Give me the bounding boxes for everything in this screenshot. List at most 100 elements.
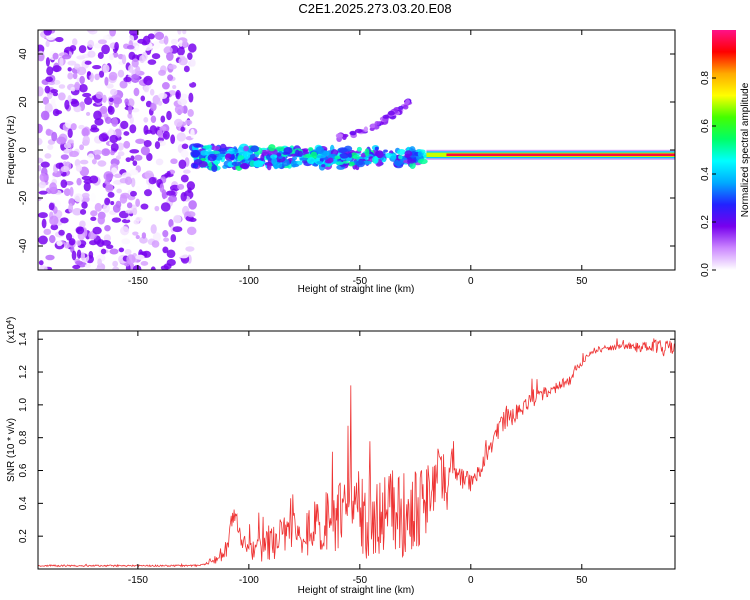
noise-speck <box>94 202 103 212</box>
spectrogram-y-tick-label: 0 <box>18 147 29 153</box>
noise-speck <box>177 183 185 190</box>
noise-speck <box>123 76 132 83</box>
noise-speck <box>135 45 140 51</box>
noise-speck <box>135 185 141 193</box>
noise-speck <box>185 241 194 246</box>
noisy-tone-blob <box>291 156 297 161</box>
noise-speck <box>56 136 67 145</box>
chirp-blob <box>374 120 380 126</box>
noise-speck <box>186 226 197 236</box>
noisy-tone-blob <box>397 148 406 155</box>
noise-speck <box>63 142 72 149</box>
noisy-tone-blob <box>355 160 366 168</box>
noise-speck <box>185 74 194 84</box>
noise-speck <box>97 215 105 225</box>
noise-speck <box>182 38 188 48</box>
noise-speck <box>75 164 83 172</box>
noise-speck <box>38 165 42 172</box>
spectrogram-x-tick-label: -50 <box>353 276 368 287</box>
chirp-blob <box>382 114 390 119</box>
snr-x-tick-label: 50 <box>576 575 588 586</box>
noise-speck <box>151 240 160 248</box>
noise-speck <box>109 134 119 144</box>
noise-speck <box>106 83 114 89</box>
noise-speck <box>187 43 197 53</box>
noise-speck <box>115 155 121 160</box>
noisy-tone-blob <box>195 144 204 148</box>
noise-speck <box>69 44 77 52</box>
noise-speck <box>180 192 187 202</box>
noise-speck <box>114 41 119 51</box>
noisy-tone-blob <box>276 152 282 157</box>
snr-x-ticks: -150 -100 -50 0 50 <box>128 331 588 586</box>
noisy-tone-blob <box>302 159 308 164</box>
noise-speck <box>82 92 92 98</box>
noise-speck <box>63 242 71 249</box>
noise-speck <box>143 75 153 86</box>
noise-speck <box>97 160 107 167</box>
noise-speck <box>43 228 52 235</box>
noisy-tone-blob <box>337 147 348 154</box>
noise-speck <box>135 198 141 208</box>
noise-speck <box>113 173 122 178</box>
noise-speck <box>81 175 92 181</box>
noisy-tone-blob <box>360 152 367 158</box>
snr-y-tick-label: 1.2 <box>18 365 29 379</box>
noise-speck <box>38 86 44 97</box>
noise-speck <box>79 220 86 228</box>
noise-speck <box>93 43 102 49</box>
noise-speck <box>159 126 167 131</box>
chirp-blob <box>387 110 395 116</box>
noise-speck <box>161 81 170 90</box>
chirp-blob <box>363 126 369 133</box>
snr-x-tick-label: 0 <box>468 575 474 586</box>
noise-speck <box>69 150 80 158</box>
noise-speck <box>60 154 69 160</box>
noise-speck <box>79 209 87 215</box>
noise-speck <box>65 119 73 129</box>
noisy-tone-blob <box>316 160 323 165</box>
noise-speck <box>55 37 64 43</box>
noise-speck <box>163 237 170 242</box>
noise-speck <box>52 65 62 73</box>
noise-speck <box>90 210 98 217</box>
noise-speck <box>126 45 135 50</box>
noisy-tone-blob <box>266 162 272 171</box>
noise-speck <box>38 181 47 189</box>
noise-speck <box>168 64 177 70</box>
noise-speck <box>67 139 74 144</box>
snr-series-line <box>38 338 675 568</box>
noise-speck <box>175 89 181 100</box>
snr-x-label: Height of straight line (km) <box>298 585 415 596</box>
noise-speck <box>76 177 82 186</box>
noise-speck <box>94 73 100 81</box>
noisy-tone-blob <box>398 154 403 160</box>
noise-speck <box>64 181 74 186</box>
noise-speck <box>128 64 134 73</box>
snr-y-tick-label: 0.6 <box>18 463 29 477</box>
noise-speck <box>127 112 133 119</box>
noise-speck <box>151 53 161 60</box>
noise-speck <box>166 110 172 121</box>
spectrogram-image <box>38 30 675 270</box>
noise-speck <box>182 30 187 35</box>
chirp-blob <box>349 131 357 136</box>
noise-speck <box>68 238 76 246</box>
noise-speck <box>95 91 104 99</box>
noisy-tone-blob <box>243 151 251 160</box>
noise-speck <box>118 247 125 253</box>
noise-speck <box>109 30 116 37</box>
noise-speck <box>183 65 190 73</box>
chirp-blob <box>369 127 375 131</box>
noise-speck <box>78 45 87 54</box>
noise-speck <box>56 240 63 247</box>
spectrogram-y-tick-label: -40 <box>18 238 29 253</box>
noise-speck <box>60 179 68 189</box>
noise-speck <box>149 184 155 190</box>
noise-speck <box>181 143 189 150</box>
noisy-tone-blob <box>295 149 300 157</box>
noise-speck <box>127 98 135 108</box>
noise-speck <box>86 30 96 33</box>
noise-speck <box>45 76 53 83</box>
noise-speck <box>59 57 64 67</box>
